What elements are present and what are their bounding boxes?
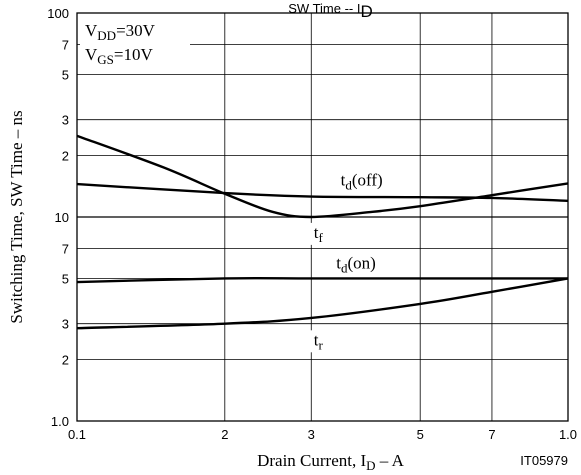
y-tick-label: 5: [62, 67, 69, 82]
conditions-box: [80, 16, 190, 68]
series-label-bg: [330, 170, 393, 193]
x-tick-labels: 0.1 2 3 5 7 1.0: [68, 427, 577, 442]
series-labels: td(off) tf td(on) tr: [307, 170, 393, 353]
chart-title: SW Time -- ID: [288, 1, 373, 21]
series-label-bg: [324, 253, 387, 276]
x-tick-label: 1.0: [559, 427, 577, 442]
series-label-tf: tf: [314, 223, 324, 245]
y-tick-label: 2: [62, 149, 69, 164]
condition-vgs: VGS=10V: [85, 45, 153, 67]
x-tick-label: 2: [221, 427, 228, 442]
series-line-tdon: [76, 276, 568, 284]
x-tick-label: 5: [417, 427, 424, 442]
y-tick-label: 3: [62, 113, 69, 128]
series-layer: [76, 134, 569, 330]
condition-vdd: VDD=30V: [85, 21, 156, 43]
y-axis-label: Switching Time, SW Time – ns: [7, 110, 26, 323]
y-tick-labels: 1.0 2 3 5 7 10 2 3 5 7 100: [47, 6, 69, 429]
y-tick-label: 5: [62, 271, 69, 286]
series-line-tf: [76, 134, 569, 219]
y-tick-label: 3: [62, 317, 69, 332]
series-label-tdon: td(on): [336, 253, 376, 275]
figure-code: IT05979: [520, 453, 568, 468]
series-label-tdoff: td(off): [341, 170, 383, 192]
plot-frame: [76, 12, 569, 422]
x-tick-label: 7: [488, 427, 495, 442]
y-tick-label: 7: [62, 38, 69, 53]
series-label-bg: [307, 330, 330, 353]
series-line-tdoff: [76, 182, 569, 203]
y-tick-label: 100: [47, 6, 69, 21]
y-tick-label: 7: [62, 242, 69, 257]
series-label-bg: [307, 222, 330, 245]
x-tick-label: 3: [308, 427, 315, 442]
y-tick-label: 1.0: [51, 414, 69, 429]
series-line-tr: [76, 277, 569, 330]
x-axis-label: Drain Current, ID – A: [257, 451, 405, 473]
series-label-tr: tr: [314, 330, 324, 352]
x-tick-label: 0.1: [68, 427, 86, 442]
y-tick-label: 10: [55, 210, 69, 225]
y-tick-label: 2: [62, 353, 69, 368]
